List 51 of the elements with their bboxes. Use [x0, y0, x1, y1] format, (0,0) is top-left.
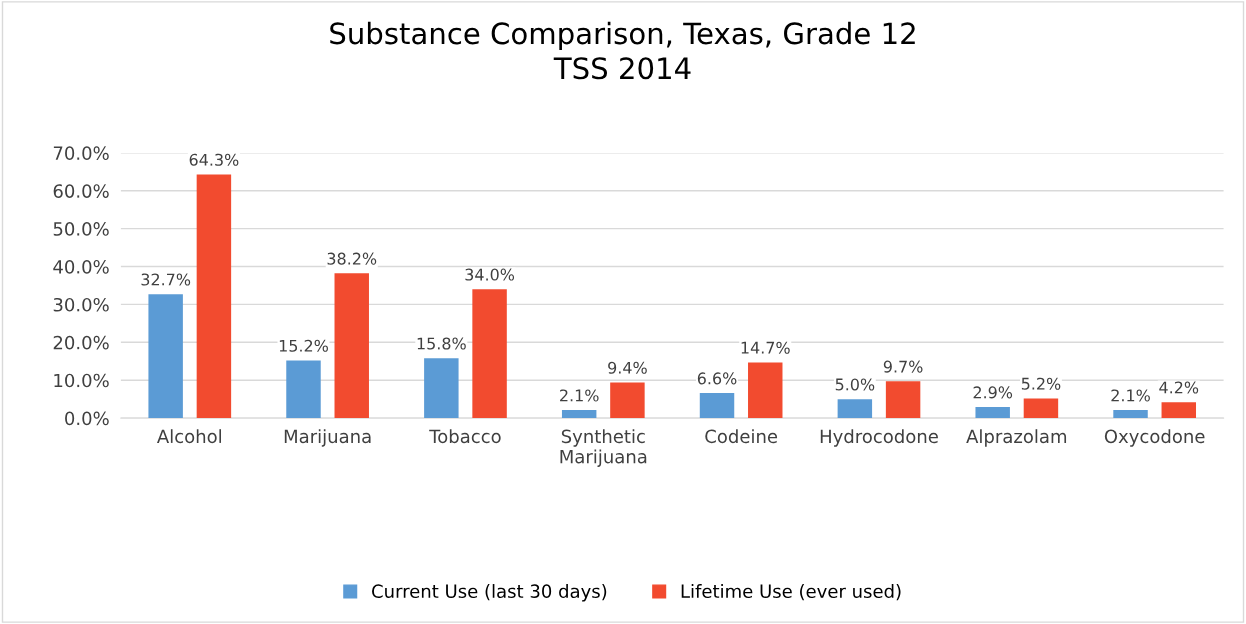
bar: [1161, 402, 1196, 419]
bar: [748, 362, 783, 419]
x-tick-label: Synthetic Marijuana: [560, 429, 647, 467]
bar: [1113, 410, 1148, 419]
data-label: 32.7%: [141, 273, 191, 286]
bar: [561, 410, 597, 419]
bar: [196, 174, 232, 419]
data-label: 6.6%: [697, 372, 737, 385]
chart-title: Substance Comparison, Texas, Grade 12 TSS 2014: [330, 21, 915, 80]
bar: [975, 407, 1010, 419]
data-label: 38.2%: [327, 252, 377, 265]
legend-label: Current Use (last 30 days): [372, 584, 607, 602]
data-label: 9.7%: [883, 360, 923, 373]
bar: [885, 381, 921, 419]
bar: [837, 399, 873, 419]
y-tick-label: 50.0%: [53, 222, 109, 236]
x-tick-label: Hydrocodone: [820, 429, 938, 447]
x-tick-label: Codeine: [705, 429, 778, 444]
bar: [148, 294, 183, 419]
data-label: 14.7%: [741, 341, 790, 354]
bar: [1023, 398, 1059, 419]
data-label: 9.4%: [608, 361, 647, 374]
legend-label: Lifetime Use (ever used): [681, 584, 901, 601]
data-label: 64.3%: [189, 153, 239, 166]
y-tick-label: 20.0%: [53, 335, 109, 350]
bar: [334, 273, 369, 419]
data-label: 15.8%: [417, 337, 466, 350]
x-tick-label: Alprazolam: [966, 429, 1067, 447]
data-label: 5.0%: [835, 378, 875, 391]
y-tick-label: 10.0%: [54, 373, 109, 388]
bar: [610, 382, 645, 419]
y-tick-label: 70.0%: [53, 146, 109, 160]
bar: [424, 358, 459, 419]
data-label: 34.0%: [465, 268, 515, 281]
x-tick-label: Marijuana: [284, 429, 371, 447]
data-label: 2.9%: [973, 386, 1013, 399]
y-tick-label: 30.0%: [53, 297, 109, 312]
y-tick-label: 0.0%: [65, 411, 109, 426]
x-tick-label: Oxycodone: [1104, 429, 1205, 447]
bar: [472, 289, 507, 419]
x-tick-label: Alcohol: [157, 429, 222, 444]
data-label: 15.2%: [279, 339, 328, 352]
data-label: 2.1%: [1111, 389, 1150, 402]
bar: [699, 393, 735, 419]
x-tick-label: Tobacco: [429, 429, 501, 444]
y-tick-label: 60.0%: [53, 184, 109, 198]
y-tick-label: 40.0%: [53, 260, 109, 274]
data-label: 5.2%: [1021, 377, 1061, 390]
data-label: 4.2%: [1159, 381, 1199, 394]
bar: [286, 360, 321, 419]
data-label: 2.1%: [560, 389, 599, 402]
